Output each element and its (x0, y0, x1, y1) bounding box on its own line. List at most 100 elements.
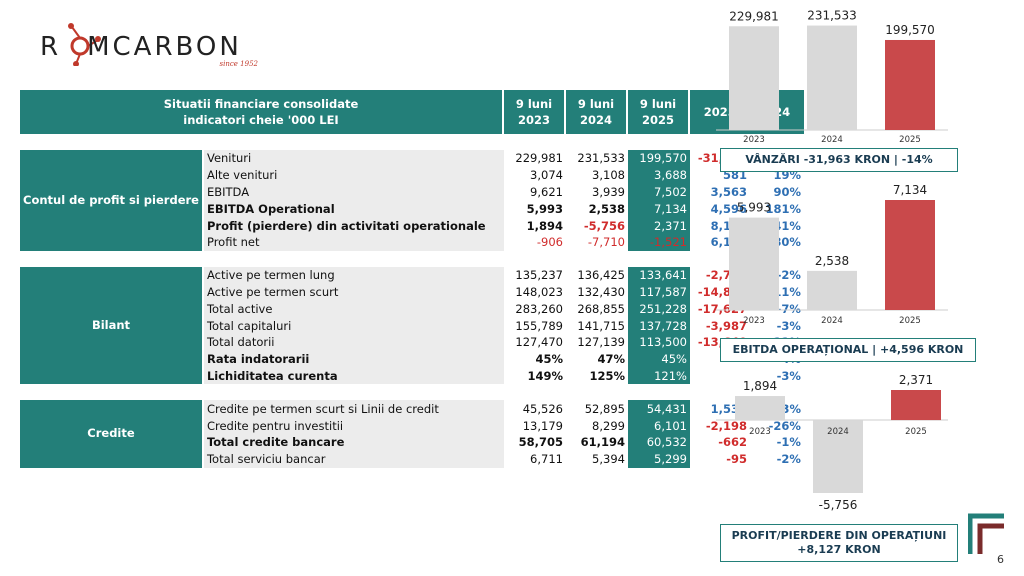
table-row: EBITDA 9,621 3,939 7,502 3,563 90% (20, 183, 804, 201)
header-col-2023: 9 luni 2023 (503, 90, 566, 134)
cell-pct: -26% (768, 418, 801, 433)
bar-2023 (729, 26, 779, 131)
cell-name: Total capitaluri (203, 317, 504, 334)
sales-chart: 229,981 2023 231,533 2024 199,570 2025 (716, 0, 956, 150)
cell-pct: 181% (765, 201, 801, 216)
table-row: Lichiditatea curenta 149% 125% 121% -3% (20, 367, 804, 385)
cell-v23: 135,237 (503, 266, 566, 284)
tick-label: 2023 (743, 135, 765, 145)
cell-v23: 3,074 (503, 166, 566, 184)
cell-name: Rata indatorarii (203, 350, 504, 368)
cell-name: Lichiditatea curenta (203, 367, 504, 385)
cell-v23: 45% (503, 350, 566, 368)
cell-v25: 117,587 (627, 283, 690, 301)
data-label: 199,570 (885, 23, 935, 37)
cell-v24: 3,108 (565, 166, 628, 184)
cell-pct: -3% (776, 318, 801, 333)
cell-v25: 6,101 (627, 417, 690, 434)
cell-name: Profit (pierdere) din activitati operati… (203, 217, 504, 234)
data-label: 2,371 (899, 373, 933, 387)
cell-v24: 141,715 (565, 317, 628, 334)
cell-pct: -2% (776, 268, 801, 283)
cell-v23: 6,711 (503, 450, 566, 468)
cell-v23: 229,981 (503, 150, 566, 167)
bar-2023 (735, 396, 785, 421)
cell-diff: -2,198 (705, 418, 747, 433)
tick-label: 2025 (899, 316, 921, 326)
cell-v24: -5,756 (565, 217, 628, 234)
data-label: 7,134 (893, 183, 927, 197)
cell-name: EBITDA (203, 183, 504, 201)
table-row: Credite Credite pe termen scurt si Linii … (20, 400, 804, 468)
table-header: Situatii financiare consolidate indicator… (20, 90, 804, 134)
data-label: 2,538 (815, 254, 849, 268)
table-row: Total active 283,260 268,855 251,228 -17,627… (20, 300, 804, 318)
cell-pct: -1% (776, 435, 801, 450)
cell-v24: 125% (565, 367, 628, 385)
molecule-icon (68, 23, 101, 66)
cell-name: Credite pentru investitii (203, 417, 504, 434)
cell-name: EBITDA Operational (203, 200, 504, 218)
table-row: Alte venituri 3,074 3,108 3,688 581 19% (20, 166, 804, 184)
bar-2024 (813, 420, 863, 493)
profit-caption: PROFIT/PIERDERE DIN OPERAȚIUNI +8,127 KRO… (720, 524, 958, 562)
cell-v23: 127,470 (503, 333, 566, 351)
cell-v24: 61,194 (565, 433, 628, 451)
cell-v24: 5,394 (565, 450, 628, 468)
cell-v23: 148,023 (503, 283, 566, 301)
table-row: Credite pentru investitii 13,179 8,299 6,10… (20, 417, 804, 434)
cell-v25: 113,500 (627, 333, 690, 351)
header-col-2025: 9 luni 2025 (627, 90, 690, 134)
cell-v23: 13,179 (503, 417, 566, 434)
cell-v25: 60,532 (627, 433, 690, 451)
table-row: EBITDA Operational 5,993 2,538 7,134 4,596 18… (20, 200, 804, 218)
table-row: Total serviciu bancar 6,711 5,394 5,299 -95 -… (20, 450, 804, 468)
cell-name: Active pe termen lung (203, 266, 504, 284)
cell-v24: 132,430 (565, 283, 628, 301)
cell-v25: 137,728 (627, 317, 690, 334)
section-gap (20, 250, 804, 267)
tick-label: 2023 (749, 427, 771, 437)
cell-v25: 199,570 (627, 150, 690, 167)
financial-table: Situatii financiare consolidate indicator… (20, 90, 804, 468)
cell-diff: -95 (726, 452, 747, 467)
ebitda-caption: EBITDA OPERAȚIONAL | +4,596 KRON (720, 338, 976, 362)
cell-diff: -3,987 (705, 318, 747, 333)
cell-v23: 149% (503, 367, 566, 385)
bar-2024 (807, 25, 857, 130)
header-col-2024: 9 luni 2024 (565, 90, 628, 134)
data-label: 231,533 (807, 9, 857, 23)
logo-brand: R MCARBON (40, 32, 242, 62)
cell-v25: 133,641 (627, 266, 690, 284)
cell-v23: 155,789 (503, 317, 566, 334)
cell-v24: 2,538 (565, 200, 628, 218)
bar-2025 (885, 200, 935, 310)
bar-2025 (885, 39, 935, 131)
bar-chart-svg: 229,981 2023 231,533 2024 199,570 2025 (716, 9, 948, 145)
tick-label: 2025 (905, 427, 927, 437)
cell-v24: 52,895 (565, 400, 628, 418)
cell-name: Total credite bancare (203, 433, 504, 451)
cell-v24: 136,425 (565, 266, 628, 284)
cell-v25: 3,688 (627, 166, 690, 184)
tick-label: 2023 (743, 316, 765, 326)
section-label: Credite (20, 400, 204, 468)
cell-v24: 268,855 (565, 300, 628, 318)
profit-chart: 1,894 2023 -5,756 2024 2,371 2025 (716, 364, 956, 519)
cell-pct: -3% (776, 368, 801, 383)
section-gap (20, 134, 804, 150)
tick-label: 2024 (821, 135, 843, 145)
cell-v24: 231,533 (565, 150, 628, 167)
page-number: 6 (997, 553, 1004, 566)
table-row: Bilant Active pe termen lung 135,237 136,42… (20, 266, 804, 385)
cell-v23: 1,894 (503, 217, 566, 234)
cell-name: Active pe termen scurt (203, 283, 504, 301)
bar-2025 (891, 390, 941, 421)
tick-label: 2024 (827, 427, 849, 437)
romcarbon-logo: R MCARBON since 1952 (40, 22, 270, 68)
table-row: Profit net -906 -7,710 -1,521 6,189 -80% (20, 233, 804, 251)
cell-v24: 3,939 (565, 183, 628, 201)
cell-v24: 8,299 (565, 417, 628, 434)
cell-diff: -662 (718, 435, 747, 450)
bar-chart-svg: 5,993 2023 2,538 2024 7,134 2025 (716, 183, 948, 326)
